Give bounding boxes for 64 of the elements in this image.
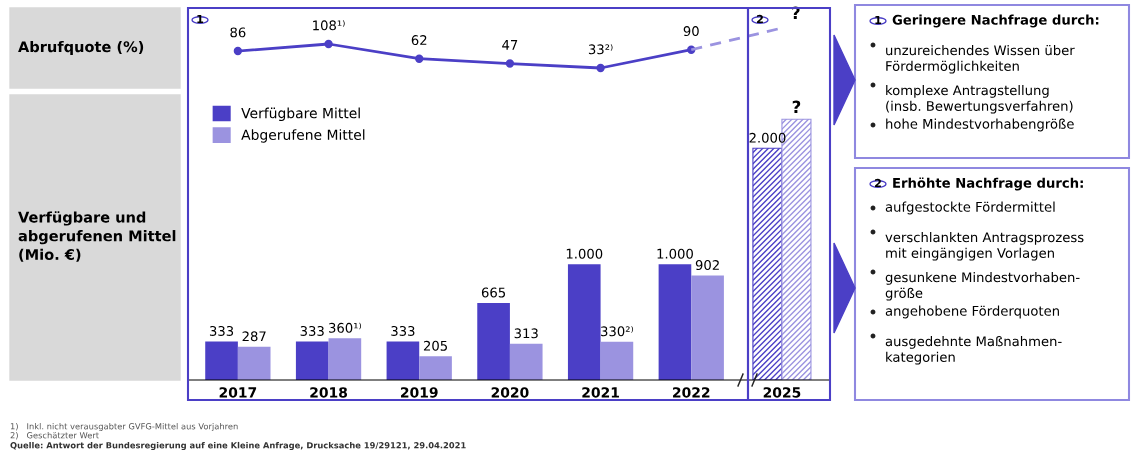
- text: hohe Mindestvorhabengröße: [886, 118, 1074, 132]
- bar: [567, 264, 601, 380]
- data-label: 205: [423, 340, 447, 351]
- text: Erhöhte Nachfrage durch:: [893, 177, 1083, 191]
- bar: [509, 343, 543, 380]
- x-tick-label: 2017: [219, 387, 257, 398]
- x-tick-label: 2025: [763, 387, 801, 398]
- point: [596, 63, 605, 73]
- data-label: 333: [300, 325, 324, 336]
- bar: [658, 264, 692, 380]
- x-tick-label: 2022: [673, 387, 710, 398]
- legend-label: Verfügbare Mittel: [241, 107, 360, 122]
- data-label: 313: [514, 328, 538, 339]
- text: komplexe Antragstellung (insb. Bewertungsverfahren): [886, 85, 1073, 114]
- text: verschlankten Antragsprozess mit eingängigen Vorlagen: [885, 232, 1084, 261]
- data-label: 360¹⁾: [329, 322, 362, 333]
- text: angehobene Förderquoten: [885, 305, 1059, 319]
- data-label: 330²⁾: [601, 326, 634, 337]
- data-label: 33²⁾: [588, 44, 613, 55]
- bar: [691, 275, 724, 380]
- x-tick-label: 2021: [582, 387, 619, 398]
- text: 1) Inkl. nicht verausgabter GVFG-Mittel aus Vorjahren: [10, 422, 238, 432]
- text: 2) Geschätzter Wert: [10, 431, 99, 440]
- data-label: 287: [242, 331, 266, 342]
- bar: [328, 338, 362, 380]
- x-tick-label: 2020: [491, 387, 529, 398]
- data-label: 665: [481, 287, 506, 298]
- data-label: 333: [209, 325, 234, 336]
- text: 2: [757, 14, 763, 24]
- point: [415, 54, 424, 63]
- text: Geringere Nachfrage durch:: [892, 14, 1099, 28]
- x-tick-label: 2019: [401, 387, 438, 398]
- data-label: 1.000: [657, 248, 693, 259]
- data-label: 1.000: [566, 248, 603, 259]
- y-axis-title: Verfügbare und abgerufenen Mittel (Mio. €): [18, 211, 176, 262]
- text: 2: [875, 178, 881, 188]
- data-label: 108¹⁾: [313, 20, 345, 31]
- bar: [205, 341, 238, 380]
- point: [324, 39, 333, 49]
- data-label: 2.000: [749, 132, 786, 143]
- bar: [295, 341, 329, 380]
- text: 1: [197, 14, 204, 24]
- bar: [386, 341, 420, 380]
- data-label: 90: [683, 26, 699, 37]
- text: 1: [875, 15, 882, 25]
- source-note: Quelle: Antwort der Bundesregierung auf eine Kleine Anfrage, Drucksache 19/29121, 29.04.2021: [10, 441, 466, 451]
- point: [505, 59, 515, 68]
- legend-label: Abgerufene Mittel: [241, 129, 365, 143]
- data-label: 47: [502, 40, 518, 50]
- y-axis-title: Abrufquote (%): [18, 40, 144, 56]
- bar: [237, 346, 271, 380]
- bar: [477, 302, 510, 380]
- data-label: 86: [230, 27, 246, 38]
- text: ausgedehnte Maßnahmen- kategorien: [885, 336, 1062, 365]
- bar: [600, 341, 634, 380]
- data-label: 902: [695, 260, 719, 271]
- text: aufgestockte Fördermittel: [885, 201, 1055, 215]
- text: unzureichendes Wissen über Fördermöglichkeiten: [886, 45, 1075, 74]
- data-label: ?: [792, 100, 801, 113]
- x-tick-label: 2018: [310, 387, 348, 398]
- bar: [419, 356, 452, 380]
- data-label: 333: [391, 325, 415, 336]
- point: [233, 46, 243, 56]
- data-label: 62: [411, 35, 427, 46]
